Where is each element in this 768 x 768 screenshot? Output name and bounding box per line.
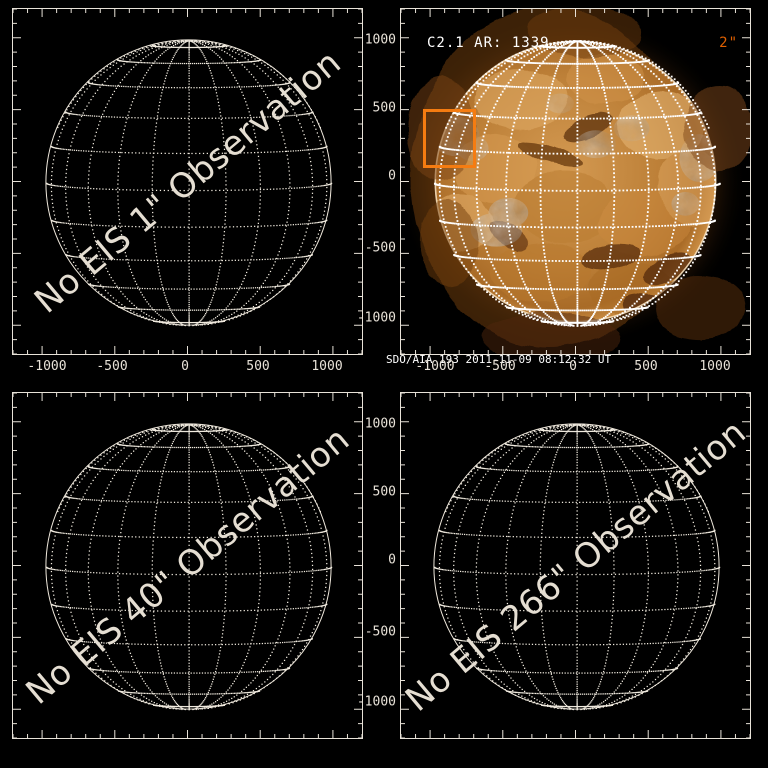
y-ticklabel: -1000 <box>356 310 396 326</box>
panel-bottom-right: No EIS 266" Observation 1000 500 0 -500 … <box>357 384 768 768</box>
x-ticklabel: 0 <box>181 359 189 374</box>
x-ticklabel: -1000 <box>27 359 67 374</box>
x-ticklabel: 1000 <box>311 359 343 374</box>
panel-bottom-left-axes: No EIS 40" Observation <box>12 392 363 739</box>
y-ticklabel: 0 <box>388 168 396 184</box>
solar-disk-grid-bottom-right <box>433 423 721 711</box>
sdo-aia-solar-image <box>401 9 750 354</box>
panel-bottom-left: No EIS 40" Observation <box>0 384 368 768</box>
y-ticklabel: 0 <box>388 552 396 568</box>
x-ticklabel: -500 <box>484 359 516 374</box>
panel-top-left-axes: No EIS 1" Observation <box>12 8 363 355</box>
panel-top-left: No EIS 1" Observation -1000 -500 0 500 1… <box>0 0 368 384</box>
panel-bottom-right-axes: No EIS 266" Observation <box>400 392 751 739</box>
panel-top-right: C2.1 AR: 1339 2" SDO/AIA 193 2011-11-09 … <box>357 0 768 384</box>
solar-disk-grid-top-right <box>433 40 721 327</box>
x-ticklabel: 0 <box>569 359 577 374</box>
x-ticklabel: 1000 <box>699 359 731 374</box>
panel-top-right-axes: C2.1 AR: 1339 2" <box>400 8 751 355</box>
y-ticklabel: -500 <box>364 624 396 640</box>
solar-disk-grid-bottom-left <box>45 423 333 711</box>
flare-active-region-label: C2.1 AR: 1339 <box>427 35 550 51</box>
y-ticklabel: -1000 <box>356 694 396 710</box>
y-ticklabel: 1000 <box>364 32 396 48</box>
pixel-scale-label: 2" <box>719 35 738 51</box>
x-ticklabel: 500 <box>634 359 658 374</box>
x-ticklabel: -500 <box>96 359 128 374</box>
y-ticklabel: 500 <box>372 484 396 500</box>
y-ticklabel: 1000 <box>364 416 396 432</box>
y-ticklabel: -500 <box>364 240 396 256</box>
eis-field-of-view-box <box>423 109 476 168</box>
x-ticklabel: 500 <box>246 359 270 374</box>
x-ticklabel: -1000 <box>415 359 455 374</box>
image-source-caption: SDO/AIA 193 2011-11-09 08:12:32 UT <box>386 353 612 366</box>
solar-disk-grid-top-left <box>45 39 333 327</box>
y-ticklabel: 500 <box>372 100 396 116</box>
